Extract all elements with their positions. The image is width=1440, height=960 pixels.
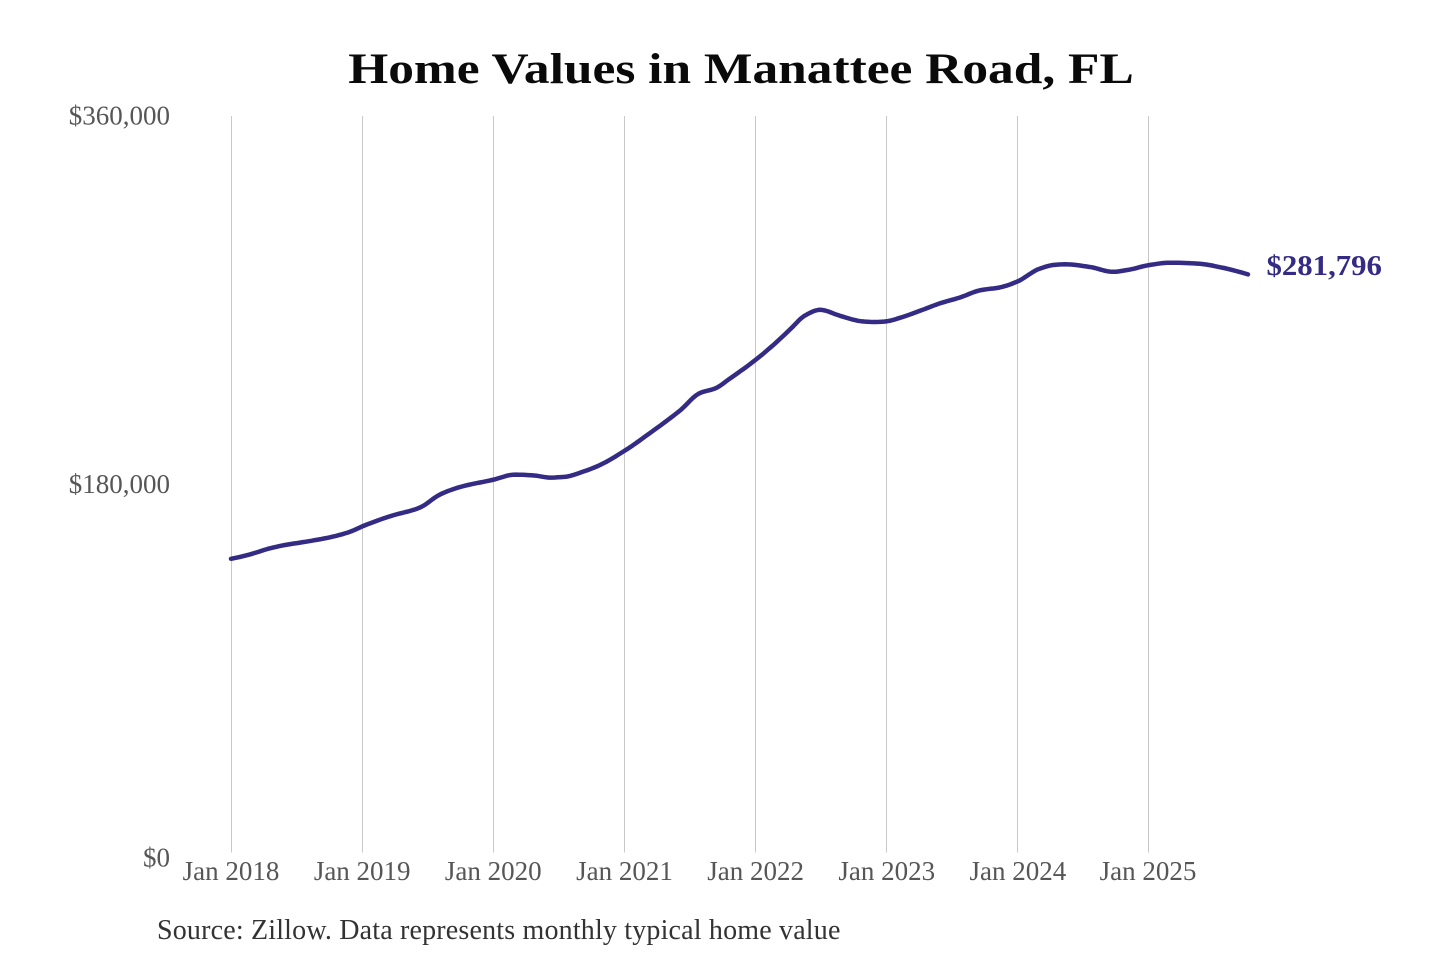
svg-text:$0: $0: [143, 843, 170, 873]
svg-text:$180,000: $180,000: [69, 469, 170, 499]
svg-text:Jan 2022: Jan 2022: [707, 856, 804, 886]
svg-text:Jan 2024: Jan 2024: [970, 856, 1067, 886]
svg-text:Jan 2018: Jan 2018: [183, 856, 280, 886]
svg-text:$281,796: $281,796: [1267, 251, 1382, 281]
svg-text:Jan 2020: Jan 2020: [445, 856, 542, 886]
svg-text:Jan 2023: Jan 2023: [838, 856, 935, 886]
svg-text:Source: Zillow. Data represent: Source: Zillow. Data represents monthly …: [157, 915, 841, 946]
svg-text:$360,000: $360,000: [69, 101, 170, 131]
svg-text:Jan 2021: Jan 2021: [576, 856, 673, 886]
svg-text:Jan 2025: Jan 2025: [1100, 856, 1197, 886]
svg-text:Jan 2019: Jan 2019: [314, 856, 411, 886]
svg-text:Home Values in Manattee Road,: Home Values in Manattee Road, FL: [348, 46, 1134, 93]
